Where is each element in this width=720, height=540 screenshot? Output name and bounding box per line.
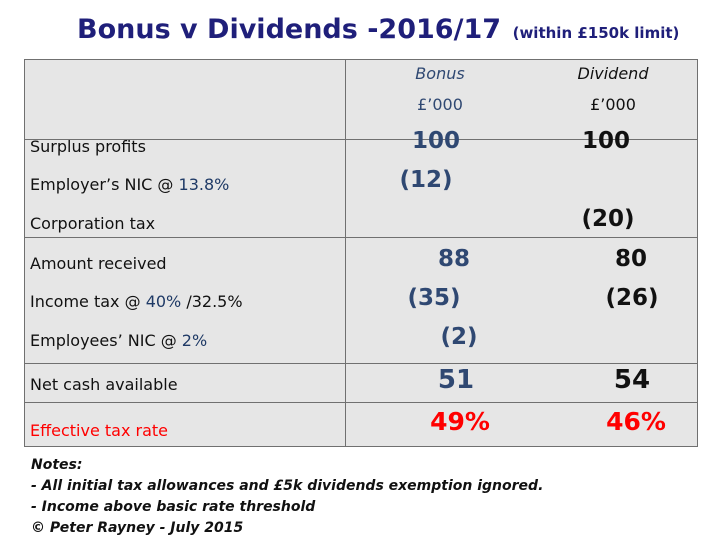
title-subtitle: (within £150k limit): [512, 24, 680, 42]
column-header-dividend: Dividend: [577, 64, 649, 83]
notes-heading: Notes:: [31, 457, 83, 473]
label-rate: 13.8%: [178, 175, 230, 194]
unit-bonus: £’000: [417, 95, 463, 114]
note-allowances: - All initial tax allowances and £5k div…: [31, 478, 544, 494]
copyright: © Peter Rayney - July 2015: [31, 520, 244, 536]
comparison-table: Bonus Dividend £’000 £’000 Surplus profi…: [24, 59, 698, 447]
page-title: Bonus v Dividends -2016/17 (within £150k…: [77, 14, 679, 45]
column-divider: [345, 60, 346, 446]
note-income-threshold: - Income above basic rate threshold: [31, 499, 316, 515]
unit-dividend: £’000: [590, 95, 636, 114]
title-main: Bonus v Dividends -2016/17: [77, 14, 502, 45]
value-dividend-income-tax: (26): [605, 285, 659, 311]
value-dividend-amount-received: 80: [614, 246, 647, 272]
row-divider: [25, 237, 697, 238]
value-bonus-employees-nic: (2): [440, 324, 478, 350]
row-label-net-cash: Net cash available: [30, 375, 178, 394]
row-label-corporation-tax: Corporation tax: [30, 214, 156, 233]
notes: Notes: - All initial tax allowances and …: [31, 455, 543, 539]
label-text: Employer’s NIC @: [30, 175, 179, 194]
row-divider: [25, 363, 697, 364]
row-divider: [25, 402, 697, 403]
label-alt-rate: /32.5%: [181, 292, 243, 311]
value-dividend-effective-rate: 46%: [606, 407, 666, 436]
header-divider: [25, 139, 697, 140]
value-bonus-amount-received: 88: [437, 246, 470, 272]
row-label-effective-tax-rate: Effective tax rate: [30, 421, 169, 440]
value-dividend-corporation-tax: (20): [581, 206, 635, 232]
row-label-amount-received: Amount received: [30, 254, 167, 273]
label-text: Income tax @: [30, 292, 146, 311]
row-label-employees-nic: Employees’ NIC @ 2%: [30, 331, 207, 350]
value-bonus-effective-rate: 49%: [430, 407, 490, 436]
value-bonus-surplus: 100: [411, 128, 460, 154]
value-bonus-employer-nic: (12): [399, 167, 453, 193]
row-label-employer-nic: Employer’s NIC @ 13.8%: [30, 175, 229, 194]
value-bonus-net-cash: 51: [437, 365, 475, 395]
value-dividend-surplus: 100: [581, 128, 630, 154]
label-text: Employees’ NIC @: [30, 331, 182, 350]
column-header-bonus: Bonus: [415, 64, 465, 83]
value-dividend-net-cash: 54: [613, 365, 651, 395]
row-label-income-tax: Income tax @ 40% /32.5%: [30, 292, 243, 311]
row-label-surplus-profits: Surplus profits: [30, 137, 146, 156]
label-rate: 2%: [181, 331, 208, 350]
value-bonus-income-tax: (35): [407, 285, 461, 311]
label-rate: 40%: [145, 292, 182, 311]
